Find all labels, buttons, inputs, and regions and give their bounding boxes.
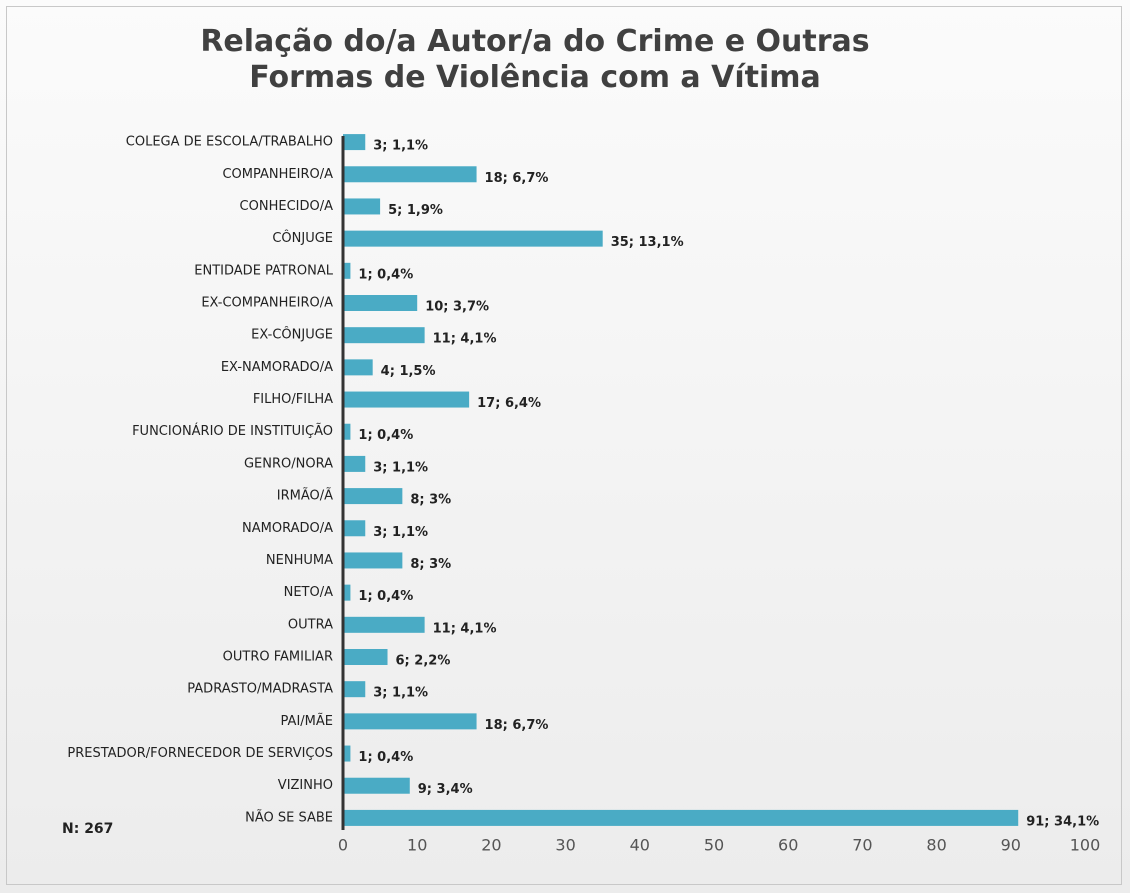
x-tick-label: 100	[1070, 836, 1101, 855]
x-tick-label: 80	[926, 836, 946, 855]
bar	[343, 423, 351, 440]
annotation: N: 267	[62, 821, 113, 837]
bar	[343, 455, 366, 472]
y-tick-label: FUNCIONÁRIO DE INSTITUIÇÃO	[132, 423, 333, 439]
data-label: 3; 1,1%	[373, 460, 428, 475]
y-tick-label: EX-NAMORADO/A	[221, 360, 333, 375]
x-tick-label: 30	[555, 836, 575, 855]
x-tick-label: 20	[481, 836, 501, 855]
y-tick-label: EX-COMPANHEIRO/A	[201, 296, 333, 311]
bar	[343, 520, 366, 537]
y-tick-label: COLEGA DE ESCOLA/TRABALHO	[126, 135, 333, 150]
data-label: 4; 1,5%	[381, 364, 436, 379]
data-label: 5; 1,9%	[388, 203, 443, 218]
data-label: 1; 0,4%	[358, 267, 413, 282]
x-tick-label: 50	[704, 836, 724, 855]
bar	[343, 198, 381, 215]
y-tick-label: PADRASTO/MADRASTA	[187, 682, 333, 697]
bar	[343, 681, 366, 698]
data-label: 18; 6,7%	[485, 718, 549, 733]
y-tick-label: COMPANHEIRO/A	[222, 167, 333, 182]
bar	[343, 745, 351, 762]
bar	[343, 391, 470, 408]
y-tick-label: NAMORADO/A	[242, 521, 333, 536]
y-tick-label: NETO/A	[284, 585, 333, 600]
bar	[343, 230, 603, 247]
y-tick-label: PAI/MÃE	[281, 713, 333, 729]
y-tick-label: IRMÃO/Ã	[277, 488, 333, 504]
data-label: 17; 6,4%	[477, 396, 541, 411]
bar	[343, 552, 403, 569]
data-label: 3; 1,1%	[373, 139, 428, 154]
x-tick-label: 0	[338, 836, 348, 855]
x-tick-label: 60	[778, 836, 798, 855]
data-label: 1; 0,4%	[358, 750, 413, 765]
y-tick-label: PRESTADOR/FORNECEDOR DE SERVIÇOS	[67, 746, 333, 761]
data-label: 91; 34,1%	[1026, 814, 1099, 829]
bar	[343, 809, 1019, 826]
bar	[343, 777, 410, 794]
bar	[343, 295, 418, 311]
bar	[343, 649, 388, 665]
x-tick-label: 70	[852, 836, 872, 855]
bar	[343, 616, 425, 633]
y-tick-label: OUTRO FAMILIAR	[223, 650, 333, 665]
x-tick-label: 10	[407, 836, 427, 855]
x-tick-label: 40	[630, 836, 650, 855]
bar	[343, 327, 425, 344]
x-tick-label: 90	[1001, 836, 1021, 855]
y-tick-label: FILHO/FILHA	[253, 392, 333, 407]
data-label: 11; 4,1%	[433, 332, 497, 347]
data-label: 6; 2,2%	[396, 654, 451, 669]
y-tick-label: ENTIDADE PATRONAL	[194, 263, 333, 278]
y-tick-label: OUTRA	[288, 617, 333, 632]
data-label: 1; 0,4%	[358, 589, 413, 604]
data-label: 1; 0,4%	[358, 428, 413, 443]
data-label: 11; 4,1%	[433, 621, 497, 636]
y-tick-label: NENHUMA	[266, 553, 333, 568]
bar	[343, 166, 477, 183]
y-tick-label: GENRO/NORA	[244, 456, 333, 471]
y-tick-label: CONHECIDO/A	[240, 199, 334, 214]
y-tick-label: VIZINHO	[278, 778, 333, 793]
bar	[343, 134, 366, 151]
data-label: 3; 1,1%	[373, 686, 428, 701]
chart-title: Relação do/a Autor/a do Crime e Outras F…	[200, 24, 870, 95]
data-label: 18; 6,7%	[485, 171, 549, 186]
bar	[343, 262, 351, 279]
bar	[343, 713, 477, 730]
y-tick-label: CÔNJUGE	[272, 230, 333, 246]
data-label: 10; 3,7%	[425, 300, 489, 315]
y-tick-label: NÃO SE SABE	[245, 809, 333, 825]
data-label: 3; 1,1%	[373, 525, 428, 540]
y-tick-label: EX-CÔNJUGE	[251, 327, 333, 343]
bar	[343, 488, 403, 505]
data-label: 9; 3,4%	[418, 782, 473, 797]
data-label: 8; 3%	[410, 493, 451, 508]
bar	[343, 359, 373, 376]
data-label: 35; 13,1%	[611, 235, 684, 250]
chart-frame	[6, 6, 1122, 885]
data-label: 8; 3%	[410, 557, 451, 572]
bar	[343, 584, 351, 601]
